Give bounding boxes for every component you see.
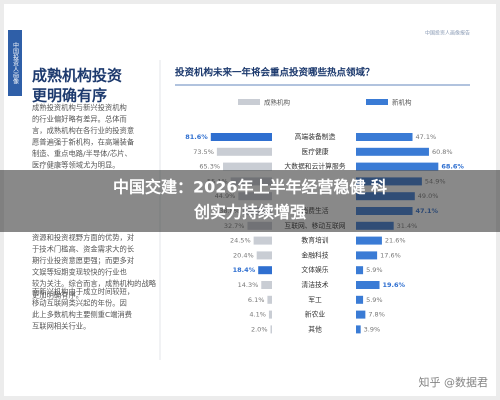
value-label: 7.8% [368, 311, 385, 319]
body-text: 期行业投资意愿更强；而更多对 [32, 256, 134, 265]
value-label: 47.1% [416, 133, 437, 141]
legend-label: 成熟机构 [264, 98, 291, 107]
body-text: 于技术门槛高、资金需求大的长 [32, 245, 135, 254]
overlay-banner [0, 170, 500, 232]
body-text: 的行业偏好略有差异。总体而 [32, 115, 127, 124]
value-label: 65.3% [199, 163, 220, 171]
legend-swatch [238, 99, 260, 105]
article-title: 更明确有序 [32, 87, 107, 105]
value-label: 5.9% [366, 266, 383, 274]
value-label: 14.3% [238, 281, 259, 289]
value-label: 20.4% [233, 251, 254, 259]
value-label: 17.6% [380, 251, 401, 259]
sidebar-label: 中国投资人画像 [12, 41, 19, 84]
category-label: 大数据和云计算服务 [284, 162, 345, 171]
value-label: 24.5% [230, 237, 251, 245]
value-label: 68.6% [441, 163, 464, 171]
bar [216, 147, 272, 156]
body-text: 此上多数机构主要侧重C端消费 [32, 310, 132, 319]
bar [356, 251, 378, 260]
article-title: 成熟机构投资 [32, 67, 122, 85]
body-text: 移动互联网类兴起的年份。因 [32, 299, 127, 308]
value-label: 60.8% [432, 148, 453, 156]
category-label: 高端装备制造 [295, 132, 336, 141]
body-text: 医疗健康等领域尤为明显。 [32, 161, 120, 170]
body-text: 言，成熟机构在各行业的投资意 [32, 126, 134, 135]
bar [356, 281, 380, 289]
overlay-title: 中国交建：2026年上半年经营稳健 科 [113, 178, 387, 197]
body-text: 文娱等短期变现较快的行业也 [32, 268, 127, 277]
value-label: 19.6% [383, 281, 406, 289]
bar [356, 147, 429, 156]
category-label: 教育培训 [301, 236, 328, 245]
value-label: 5.9% [366, 296, 383, 304]
category-label: 清洁技术 [301, 280, 328, 289]
bar [356, 236, 382, 245]
legend-swatch [366, 99, 388, 105]
chart-title: 投资机构未来一年将会重点投资哪些热点领域？ [175, 67, 375, 79]
body-text: 成熟投资机构与新兴投资机构 [32, 103, 127, 112]
category-label: 文体娱乐 [301, 265, 328, 274]
bar [253, 236, 272, 245]
category-label: 医疗健康 [301, 147, 328, 156]
bar [268, 310, 272, 319]
value-label: 2.0% [251, 325, 268, 333]
category-label: 金融科技 [301, 250, 328, 259]
bar [356, 266, 364, 275]
body-text: 制造、重点电路/半导体/芯片、 [32, 149, 132, 158]
bar [223, 162, 272, 171]
value-label: 81.6% [185, 133, 208, 141]
legend-label: 新机构 [392, 98, 412, 107]
category-label: 其他 [308, 324, 322, 333]
bar [261, 281, 272, 289]
value-label: 21.6% [385, 237, 406, 245]
bar [356, 295, 364, 304]
bar [258, 266, 272, 275]
bar [356, 310, 366, 319]
watermark: 知乎 @数据君 [419, 375, 489, 389]
bar [356, 133, 413, 141]
bar [267, 295, 272, 304]
body-text: 更加明确有序。 [32, 291, 83, 300]
body-text: 愿普遍强于新机构，在高端装备 [32, 138, 135, 147]
bar [256, 251, 272, 260]
bar [210, 133, 272, 141]
value-label: 6.1% [248, 296, 265, 304]
bar [270, 325, 272, 334]
body-text: 资源和投资视野方面的优势，对 [32, 233, 134, 242]
bar [356, 162, 439, 171]
category-label: 军工 [308, 296, 322, 304]
sidebar-tab [8, 30, 22, 96]
body-text: 而新兴机构由于成立时间较短， [32, 287, 134, 296]
category-label: 新农业 [305, 310, 326, 319]
report-name: 中国投资人画像报告 [425, 30, 470, 37]
value-label: 4.1% [249, 311, 266, 319]
body-text: 较为关注。综合而言，成熟机构的战略 [32, 279, 157, 288]
bar [356, 325, 361, 334]
value-label: 3.9% [364, 325, 381, 333]
body-text: 互联网相关行业。 [32, 322, 90, 331]
value-label: 18.4% [233, 266, 256, 274]
overlay-title: 创实力持续增强 [193, 203, 306, 222]
value-label: 73.5% [193, 148, 214, 156]
